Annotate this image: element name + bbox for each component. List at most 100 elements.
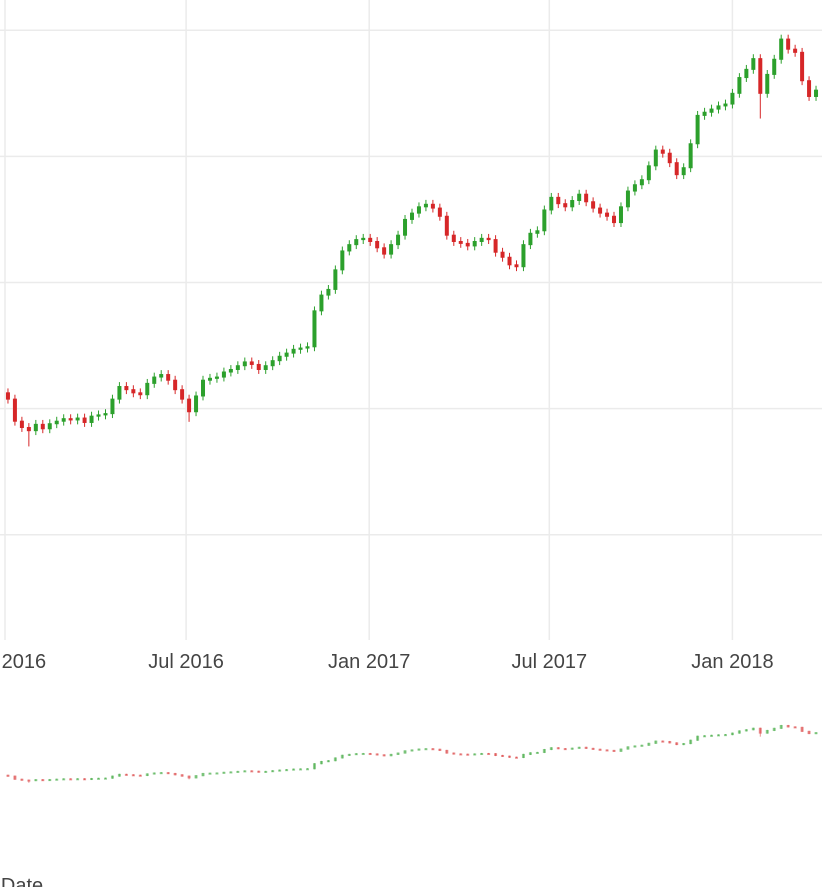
candle-body: [605, 212, 610, 217]
candle-body: [709, 108, 714, 113]
slider-candle-body: [250, 770, 254, 773]
slider-candle-body: [765, 729, 769, 734]
candle-body: [319, 294, 324, 312]
candle-body: [305, 346, 310, 349]
candle-body: [577, 193, 582, 202]
candle-body: [465, 242, 470, 247]
candle-body: [403, 218, 408, 236]
candle-body: [688, 143, 693, 169]
candle-body: [284, 352, 289, 357]
candle-body: [103, 413, 108, 416]
slider-candle-body: [319, 760, 323, 765]
slider-candle-body: [48, 779, 52, 782]
slider-candle-body: [535, 751, 539, 754]
candle-body: [549, 196, 554, 211]
slider-candle-body: [208, 772, 212, 775]
candle-body: [270, 360, 275, 367]
candle-body: [625, 190, 630, 208]
slider-candle-body: [117, 773, 121, 777]
candle-body: [674, 162, 679, 176]
slider-candle-body: [312, 763, 316, 770]
slider-candle-body: [689, 739, 693, 745]
slider-candle-body: [445, 749, 449, 754]
candle-body: [75, 417, 80, 421]
slider-candle-body: [152, 772, 156, 775]
slider-candle-body: [549, 747, 553, 751]
candle-body: [660, 149, 665, 154]
slider-candle-body: [640, 744, 644, 747]
slider-candle-body: [710, 734, 714, 737]
slider-candle-body: [556, 747, 560, 750]
slider-candle-body: [299, 768, 303, 771]
slider-candle-body: [194, 775, 198, 779]
slider-candle-body: [598, 748, 602, 751]
candle-body: [19, 420, 24, 429]
x-tick-label: Jul 2016: [148, 651, 224, 673]
candle-body: [800, 51, 805, 82]
candle-body: [507, 256, 512, 266]
candle-body: [173, 379, 178, 391]
slider-candle-body: [333, 757, 337, 762]
candle-body: [33, 423, 38, 432]
slider-candle-body: [410, 749, 414, 752]
candle-body: [500, 251, 505, 258]
candle-body: [228, 368, 233, 373]
candle-body: [570, 200, 575, 208]
candle-body: [361, 237, 366, 241]
slider-candle-body: [90, 778, 94, 781]
slider-candle-body: [278, 769, 282, 772]
candle-body: [793, 48, 798, 53]
candle-body: [375, 240, 380, 249]
slider-candle-body: [138, 774, 142, 777]
slider-candle-body: [97, 777, 101, 780]
slider-candle-body: [563, 748, 567, 751]
slider-candle-body: [633, 745, 637, 748]
candle-body: [737, 77, 742, 94]
candle-body: [758, 58, 763, 94]
slider-candle-body: [473, 753, 477, 756]
slider-candle-body: [424, 748, 428, 751]
candle-body: [110, 398, 115, 415]
candle-body: [368, 237, 373, 242]
slider-candle-body: [737, 730, 741, 734]
slider-candle-body: [396, 752, 400, 755]
candle-body: [396, 234, 401, 246]
candle-body: [389, 244, 394, 255]
slider-candle-body: [13, 775, 17, 780]
slider-candle-body: [201, 772, 205, 777]
candle-body: [423, 203, 428, 208]
slider-candle-body: [772, 727, 776, 731]
candle-body: [632, 184, 637, 192]
candle-body: [354, 239, 359, 246]
candle-body: [535, 230, 540, 234]
candle-body: [646, 165, 651, 181]
candle-body: [235, 365, 240, 370]
candle-body: [152, 376, 157, 384]
candle-body: [444, 215, 449, 236]
candle-body: [291, 348, 296, 354]
slider-candle-body: [528, 752, 532, 755]
slider-candle-body: [744, 729, 748, 732]
slider-candle-body: [347, 753, 351, 756]
candle-body: [639, 179, 644, 186]
slider-candle-body: [703, 735, 707, 738]
candle-body: [159, 374, 164, 378]
slider-candle-body: [187, 775, 191, 779]
slider-candle-body: [786, 724, 790, 728]
slider-candle-body: [654, 740, 658, 744]
slider-candle-body: [264, 770, 268, 773]
slider-candle-body: [368, 753, 372, 756]
slider-candle-body: [577, 746, 581, 749]
slider-candle-body: [124, 773, 128, 776]
candle-body: [695, 114, 700, 145]
candle-body: [542, 209, 547, 232]
candle-body: [131, 389, 136, 394]
candle-body: [779, 38, 784, 60]
slider-candle-body: [76, 778, 80, 781]
slider-candle-body: [514, 756, 518, 759]
candle-body: [479, 237, 484, 242]
candle-body: [716, 105, 721, 110]
slider-candle-body: [103, 777, 107, 780]
slider-candle-body: [382, 754, 386, 757]
